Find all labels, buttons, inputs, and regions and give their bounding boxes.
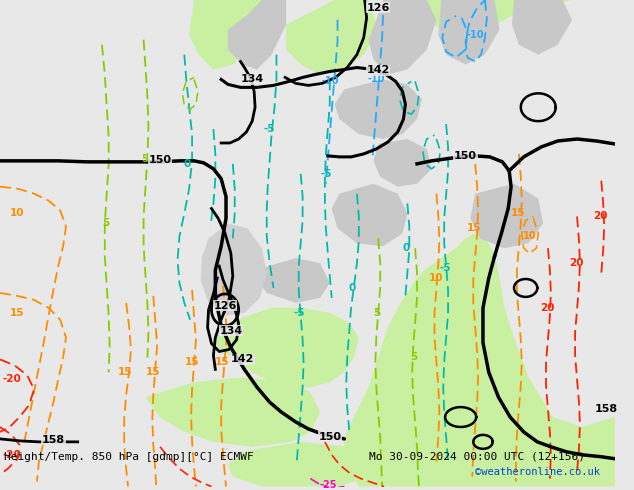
Text: 15: 15 [118,368,133,377]
Text: ©weatheronline.co.uk: ©weatheronline.co.uk [476,466,600,477]
Polygon shape [373,139,432,187]
Text: 10: 10 [429,273,444,283]
Text: 5: 5 [373,308,381,318]
Text: -10: -10 [322,76,339,86]
Polygon shape [214,308,359,387]
Text: -5: -5 [320,169,332,179]
Text: 0: 0 [349,283,356,293]
Text: 0: 0 [403,243,410,253]
Text: 0: 0 [184,159,191,169]
Text: 5: 5 [102,219,110,228]
Text: 5: 5 [141,154,148,164]
Text: -5: -5 [264,124,275,134]
Text: 15: 15 [467,223,481,233]
Text: 126: 126 [366,3,390,13]
Text: -10: -10 [368,74,385,84]
Text: 134: 134 [219,326,242,336]
Text: 150: 150 [148,155,172,165]
Polygon shape [228,442,378,487]
Text: 15: 15 [10,308,25,318]
Text: -20: -20 [3,450,21,460]
Polygon shape [189,0,262,70]
Text: Mo 30-09-2024 00:00 UTC (12+156): Mo 30-09-2024 00:00 UTC (12+156) [368,452,585,462]
Polygon shape [257,258,330,303]
Polygon shape [201,223,267,316]
Text: 20: 20 [540,303,554,313]
Polygon shape [335,79,422,139]
Polygon shape [438,0,500,65]
Polygon shape [307,0,615,487]
Polygon shape [470,184,543,248]
Text: 5: 5 [410,352,418,363]
Text: -5: -5 [294,308,306,318]
Text: 142: 142 [366,66,390,75]
Polygon shape [368,0,436,74]
Polygon shape [332,184,407,246]
Text: -10: -10 [467,30,484,40]
Polygon shape [146,377,320,447]
Text: 10: 10 [523,231,536,241]
Text: Height/Temp. 850 hPa [gdmp][°C] ECMWF: Height/Temp. 850 hPa [gdmp][°C] ECMWF [4,452,254,462]
Text: 20: 20 [593,212,607,221]
Text: 126: 126 [214,301,236,311]
Text: 15: 15 [185,357,199,368]
Text: 158: 158 [42,435,65,445]
Text: 15: 15 [146,368,160,377]
Text: 150: 150 [318,432,341,442]
Polygon shape [228,0,286,70]
Text: 134: 134 [240,74,264,84]
Text: -25: -25 [319,480,337,490]
Text: 15: 15 [510,208,525,219]
Text: 142: 142 [231,354,254,365]
Polygon shape [512,0,572,54]
Text: -20: -20 [3,374,21,384]
Text: 150: 150 [454,151,477,161]
Text: 15: 15 [215,357,230,368]
Text: -5: -5 [439,263,451,273]
Text: 158: 158 [595,404,618,414]
Text: 10: 10 [10,208,25,219]
Text: 20: 20 [569,258,583,268]
Polygon shape [286,0,378,74]
